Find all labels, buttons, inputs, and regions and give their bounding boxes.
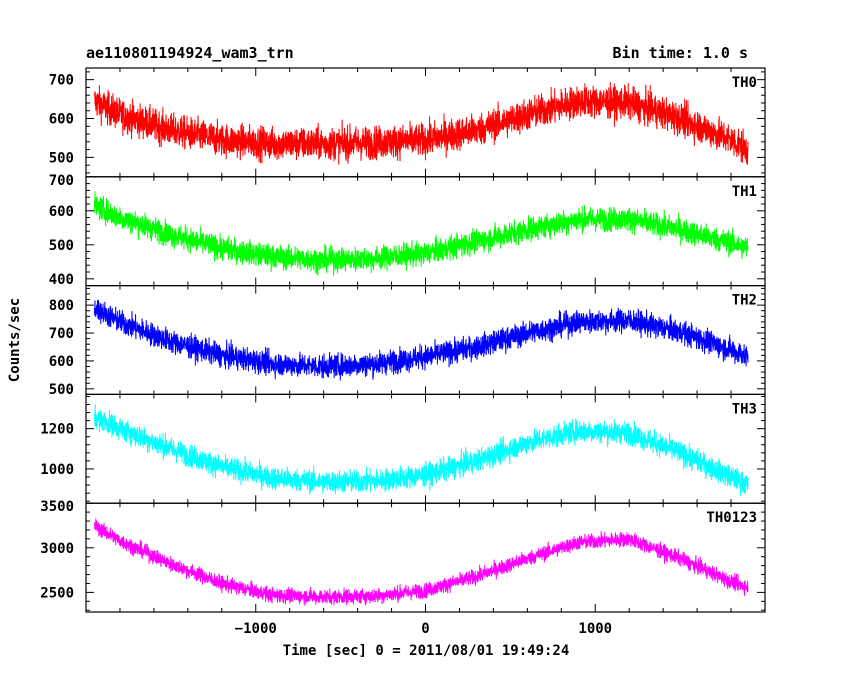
- y-tick-label: 800: [49, 298, 74, 314]
- panel-th3: 1000 1200 TH3: [40, 393, 766, 504]
- y-tick-label: 500: [49, 238, 74, 254]
- x-tick-label: 0: [421, 621, 429, 637]
- panel-label-th1: TH1: [732, 184, 757, 200]
- x-axis-label: Time [sec] 0 = 2011/08/01 19:49:24: [283, 643, 570, 659]
- x-tick-label: −1000: [235, 621, 277, 637]
- y-tick-label: 700: [49, 73, 74, 89]
- series-line-th3: [93, 404, 749, 497]
- bin-time-label: Bin time: 1.0 s: [612, 44, 748, 62]
- series-line-th0123: [93, 518, 749, 606]
- y-tick-label: 600: [49, 204, 74, 220]
- y-axis-label: Counts/sec: [7, 298, 23, 382]
- panel-label-th2: TH2: [732, 293, 757, 309]
- panel-label-th3: TH3: [732, 401, 757, 417]
- y-tick-label: 1200: [40, 422, 74, 438]
- panel-th2: 500 600 700 800 TH2: [49, 285, 766, 398]
- x-tick-label: 1000: [578, 621, 612, 637]
- series-line-th2: [93, 300, 749, 381]
- panel-label-th0123: TH0123: [706, 510, 757, 526]
- y-tick-label: 700: [49, 326, 74, 342]
- y-tick-label: 3000: [40, 541, 74, 557]
- y-tick-label: 400: [49, 272, 74, 288]
- panel-th1: 400 500 600 700 TH1: [49, 173, 766, 288]
- y-tick-label: 3500: [40, 499, 74, 515]
- y-tick-label: 600: [49, 112, 74, 128]
- y-tick-label: 2500: [40, 585, 74, 601]
- panel-th0: 500 600 700 TH0: [49, 67, 766, 178]
- y-tick-label: 600: [49, 354, 74, 370]
- panel-label-th0: TH0: [732, 75, 757, 91]
- series-line-th1: [93, 191, 749, 276]
- y-tick-label: 700: [49, 173, 74, 189]
- chart-title: ae110801194924_wam3_trn: [86, 44, 294, 62]
- y-tick-label: 500: [49, 150, 74, 166]
- y-tick-label: 500: [49, 382, 74, 398]
- y-tick-label: 1000: [40, 462, 74, 478]
- series-line-th0: [93, 82, 749, 165]
- panels: 500 600 700 TH0 400 500 600 700 TH1 500 600 700 800 T…: [40, 67, 766, 637]
- panel-th0123: 2500 3000 3500 TH0123: [40, 499, 766, 613]
